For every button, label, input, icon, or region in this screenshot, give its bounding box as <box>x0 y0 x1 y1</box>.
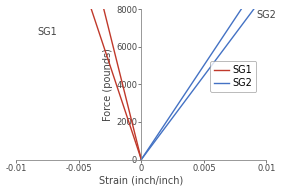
Legend: SG1, SG2: SG1, SG2 <box>210 62 256 92</box>
X-axis label: Strain (inch/inch): Strain (inch/inch) <box>99 176 183 185</box>
Y-axis label: Force (pounds): Force (pounds) <box>103 48 113 121</box>
Text: SG1: SG1 <box>38 27 57 37</box>
Text: SG2: SG2 <box>256 10 276 20</box>
